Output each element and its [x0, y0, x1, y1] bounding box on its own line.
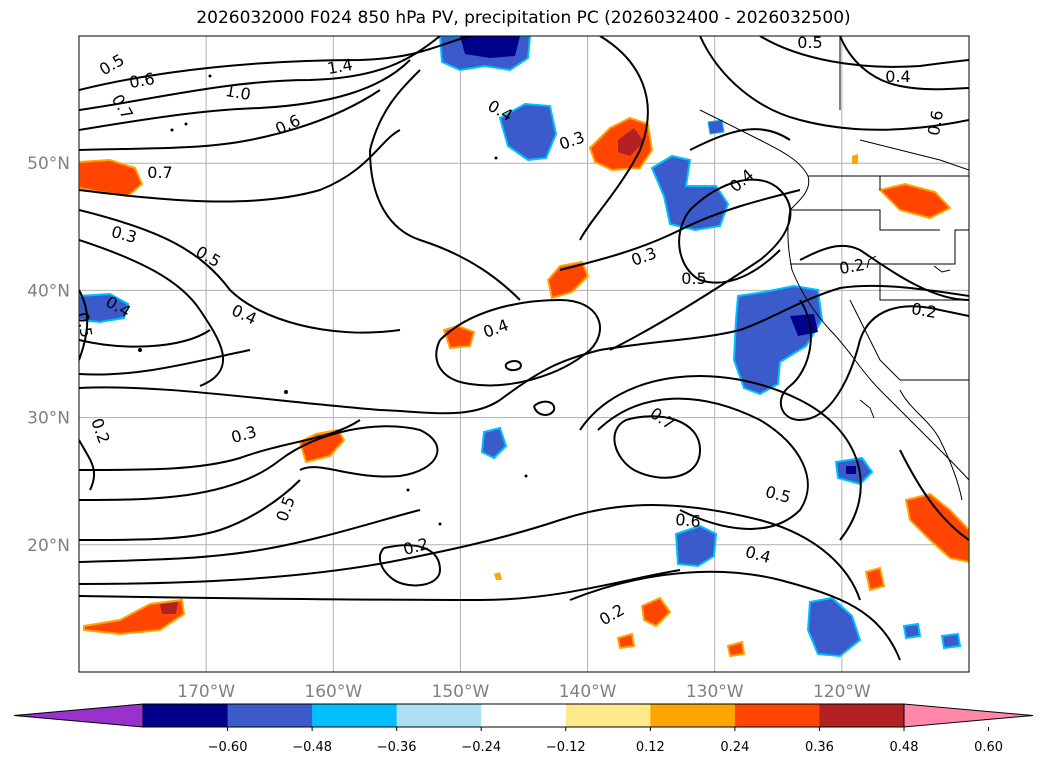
precip-area-neg-core	[846, 466, 856, 474]
precip-area-neg	[674, 524, 718, 568]
contour-label: 0.2	[910, 299, 938, 322]
colorbar-tick-label: 0.48	[890, 740, 919, 755]
precip-area-neg	[498, 102, 558, 162]
lon-tick-label: 120°W	[813, 682, 871, 702]
small-islands	[138, 74, 528, 526]
contour-label: 0.7	[147, 163, 172, 182]
colorbar-swatch	[396, 704, 482, 727]
colorbar-tick-label: −0.60	[208, 740, 248, 755]
precip-area-neg-core	[460, 36, 520, 58]
colorbar-swatch	[227, 704, 313, 727]
precip-area-pos	[726, 640, 746, 658]
lon-tick-label: 140°W	[559, 682, 617, 702]
colorbar: −0.60 −0.48 −0.36 −0.24 −0.12 0.12 0.24 0.36 0.4…	[13, 703, 1034, 755]
precip-area-pos	[878, 182, 952, 220]
precip-area-pos	[442, 324, 476, 350]
lon-tick-label: 150°W	[432, 682, 490, 702]
colorbar-tick-label: 0.36	[805, 740, 834, 755]
contour-label: 0.5	[681, 269, 706, 288]
coastlines	[699, 36, 969, 501]
gridlines	[79, 36, 969, 672]
colorbar-swatch	[650, 704, 736, 727]
contour-label: 0.4	[885, 67, 910, 86]
precip-area-neg	[732, 284, 824, 396]
precip-negative-areas	[79, 36, 962, 658]
precip-area-neg	[902, 622, 922, 640]
map-panel: 0.50.60.7 1.01.40.60.30.70.30.50.40.40.50…	[73, 33, 970, 673]
precip-area-neg	[806, 596, 862, 658]
pv-contours	[79, 36, 969, 661]
precip-area-pos	[546, 260, 590, 300]
precip-area-pos	[852, 154, 858, 164]
precip-area-neg	[707, 119, 725, 135]
lat-tick-label: 20°N	[27, 536, 70, 556]
precip-area-neg	[480, 426, 508, 460]
contour-label: 0.6	[675, 510, 702, 531]
contour-label: 0.5	[73, 311, 96, 339]
precip-area-pos	[494, 572, 502, 580]
lat-tick-label: 40°N	[27, 281, 70, 301]
colorbar-tick-label: −0.48	[292, 740, 332, 755]
colorbar-swatch	[312, 704, 398, 727]
colorbar-swatch	[734, 704, 820, 727]
contour-label: 0.6	[128, 69, 156, 92]
colorbar-tick-label: 0.24	[720, 740, 749, 755]
colorbar-extend-min	[13, 703, 144, 728]
map-frame	[78, 35, 970, 673]
colorbar-tick-label: −0.12	[546, 740, 586, 755]
lon-tick-labels: 170°W 160°W 150°W 140°W 130°W 120°W	[177, 682, 871, 702]
colorbar-extend-max	[903, 703, 1034, 728]
precip-area-neg	[650, 154, 730, 232]
contour-label: 1.4	[326, 55, 354, 78]
precip-area-pos-core	[618, 128, 644, 156]
precip-area-neg	[79, 292, 130, 324]
precip-area-pos	[640, 596, 672, 628]
precip-area-pos	[616, 632, 636, 650]
figure-title: 2026032000 F024 850 hPa PV, precipitatio…	[196, 8, 851, 28]
colorbar-tick-label: 0.60	[974, 740, 1003, 755]
precip-area-pos	[904, 492, 969, 564]
colorbar-swatch	[481, 704, 567, 727]
precip-area-pos	[864, 566, 886, 592]
lat-tick-label: 50°N	[27, 154, 70, 174]
lon-tick-label: 160°W	[304, 682, 362, 702]
precip-area-pos-core	[160, 602, 178, 614]
contour-label: 0.5	[797, 33, 822, 52]
precip-area-pos	[83, 598, 186, 636]
colorbar-swatch	[143, 704, 229, 727]
colorbar-outline	[142, 703, 905, 728]
colorbar-tick-label: −0.24	[461, 740, 501, 755]
contour-label: 0.6	[924, 109, 947, 137]
colorbar-swatch	[819, 704, 905, 727]
contour-label: 0.2	[838, 255, 866, 278]
colorbar-tick-label: −0.36	[377, 740, 417, 755]
lat-tick-label: 30°N	[27, 409, 70, 429]
precip-area-neg	[940, 632, 962, 650]
colorbar-swatch	[565, 704, 651, 727]
colorbar-tick-label: 0.12	[636, 740, 665, 755]
precip-area-pos	[79, 158, 144, 198]
lon-tick-label: 170°W	[177, 682, 235, 702]
contour-label: 1.0	[224, 81, 252, 104]
lon-tick-label: 130°W	[686, 682, 744, 702]
lat-tick-labels: 20°N 30°N 40°N 50°N	[27, 154, 70, 556]
